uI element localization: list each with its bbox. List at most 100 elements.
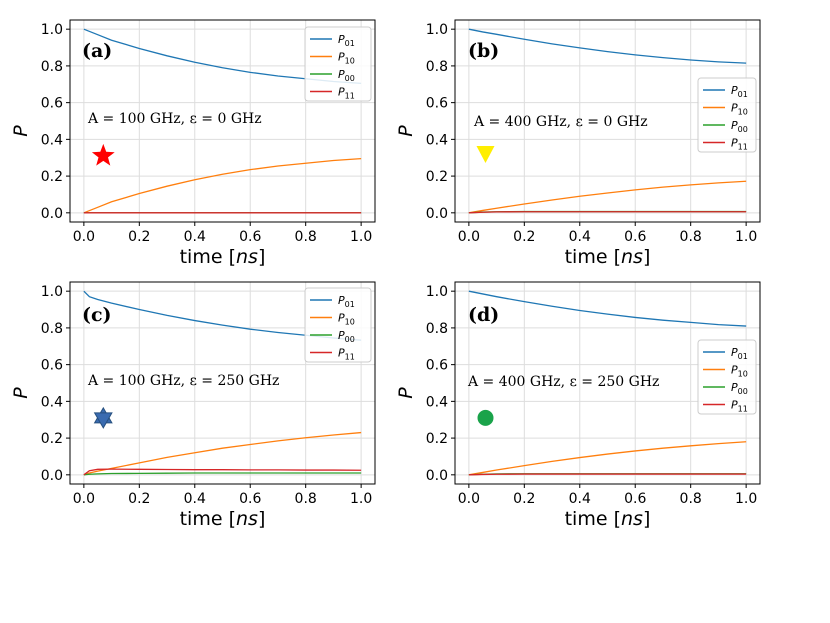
legend-box — [697, 77, 757, 153]
y-tick-label: 0.0 — [41, 206, 63, 222]
x-tick-label: 0.6 — [624, 491, 646, 507]
y-tick-label: 0.4 — [41, 394, 63, 410]
y-tick-label: 0.2 — [41, 431, 63, 447]
star-marker — [91, 143, 115, 166]
series-line-P10 — [468, 180, 747, 214]
x-tick-label: 0.0 — [458, 229, 480, 245]
legend: P01 P10 P00 P11 — [304, 287, 372, 363]
panel-d: 0.0 0.2 0.4 0.6 0.8 1.0 0.0 0.2 0.4 0.6 0.8 1.0 time… — [395, 281, 761, 530]
x-tick-label: 0.8 — [295, 491, 317, 507]
legend-box — [697, 339, 757, 415]
y-axis-label: P — [395, 387, 417, 399]
x-axis-label: time [ns] — [180, 246, 266, 268]
legend-label-P00: P00 — [338, 68, 355, 83]
legend-label-P00: P00 — [731, 119, 748, 134]
y-tick-label: 0.0 — [426, 206, 448, 222]
y-tick-label: 0.2 — [426, 169, 448, 185]
x-tick-label: 0.0 — [458, 491, 480, 507]
axes-frame — [454, 281, 761, 485]
x-axis-label: time [ns] — [565, 508, 651, 530]
x-tick-label: 0.2 — [513, 229, 535, 245]
parameter-annotation: A = 400 GHz, ε = 250 GHz — [467, 374, 659, 390]
series-group — [468, 28, 747, 214]
legend-label-P11: P11 — [338, 86, 355, 101]
y-tick-label: 0.6 — [426, 358, 448, 374]
panel-label: (c) — [82, 304, 112, 326]
y-tick-label: 0.4 — [41, 132, 63, 148]
x-tick-label: 0.4 — [184, 491, 206, 507]
triangle-marker — [476, 146, 495, 164]
legend-label-P10: P10 — [338, 51, 355, 66]
x-tick-label: 0.4 — [569, 229, 591, 245]
x-tick-label: 1.0 — [350, 491, 372, 507]
x-tick-label: 0.0 — [73, 229, 95, 245]
panel-c: 0.0 0.2 0.4 0.6 0.8 1.0 0.0 0.2 0.4 0.6 0.8 1.0 time… — [10, 281, 376, 530]
y-tick-label: 0.2 — [426, 431, 448, 447]
x-tick-label: 0.2 — [128, 491, 150, 507]
y-tick-label: 0.0 — [41, 468, 63, 484]
legend-label-P00: P00 — [731, 381, 748, 396]
circle-marker — [477, 409, 494, 426]
x-tick-label: 0.2 — [513, 491, 535, 507]
parameter-annotation: A = 100 GHz, ε = 0 GHz — [87, 111, 262, 127]
legend: P01 P10 P00 P11 — [697, 339, 757, 415]
legend-label-P00: P00 — [338, 329, 355, 344]
y-tick-label: 1.0 — [41, 284, 63, 300]
series-line-P10 — [83, 158, 362, 214]
legend-label-P11: P11 — [731, 399, 748, 414]
axes-frame — [69, 19, 376, 223]
y-tick-label: 0.4 — [426, 394, 448, 410]
y-axis-label: P — [395, 125, 417, 137]
series-line-P01 — [468, 290, 747, 327]
series-group — [468, 290, 747, 476]
y-tick-label: 0.8 — [426, 59, 448, 75]
legend-label-P10: P10 — [338, 312, 355, 327]
y-tick-label: 0.6 — [41, 96, 63, 112]
y-tick-label: 0.0 — [426, 468, 448, 484]
legend-label-P01: P01 — [338, 294, 355, 309]
parameter-annotation: A = 400 GHz, ε = 0 GHz — [473, 114, 648, 130]
series-line-P11 — [468, 473, 747, 476]
y-tick-label: 0.8 — [426, 321, 448, 337]
y-tick-label: 0.4 — [426, 132, 448, 148]
x-tick-label: 1.0 — [735, 491, 757, 507]
legend-label-P11: P11 — [338, 347, 355, 362]
legend-label-P01: P01 — [731, 346, 748, 361]
x-tick-label: 0.6 — [239, 229, 261, 245]
x-tick-label: 1.0 — [350, 229, 372, 245]
x-tick-label: 0.8 — [295, 229, 317, 245]
axes-frame — [69, 281, 376, 485]
legend-label-P01: P01 — [338, 33, 355, 48]
x-axis-label: time [ns] — [565, 246, 651, 268]
legend-label-P10: P10 — [731, 102, 748, 117]
series-line-P11 — [468, 211, 747, 214]
panel-a: 0.0 0.2 0.4 0.6 0.8 1.0 0.0 0.2 0.4 0.6 0.8 1.0 time… — [10, 19, 376, 268]
y-axis-label: P — [10, 387, 32, 399]
legend: P01 P10 P00 P11 — [697, 77, 757, 153]
x-axis-label: time [ns] — [180, 508, 266, 530]
legend-label-P01: P01 — [731, 84, 748, 99]
series-line-P11 — [83, 468, 362, 476]
parameter-annotation: A = 100 GHz, ε = 250 GHz — [87, 373, 279, 389]
legend-box — [304, 287, 372, 363]
x-tick-label: 0.0 — [73, 491, 95, 507]
y-tick-label: 0.6 — [41, 358, 63, 374]
legend-box — [304, 26, 372, 102]
series-line-P00 — [83, 472, 362, 476]
y-axis-label: P — [10, 125, 32, 137]
x-tick-label: 0.6 — [239, 491, 261, 507]
x-tick-label: 0.4 — [569, 491, 591, 507]
y-tick-label: 0.2 — [41, 169, 63, 185]
series-line-P10 — [83, 431, 362, 476]
y-tick-label: 1.0 — [426, 22, 448, 38]
x-tick-label: 0.8 — [680, 491, 702, 507]
legend: P01 P10 P00 P11 — [304, 26, 372, 102]
panel-label: (a) — [82, 40, 112, 62]
y-tick-label: 0.8 — [41, 59, 63, 75]
panel-label: (d) — [468, 304, 499, 326]
y-tick-label: 1.0 — [41, 22, 63, 38]
series-line-P10 — [468, 441, 747, 476]
y-tick-label: 0.8 — [41, 321, 63, 337]
panel-b: 0.0 0.2 0.4 0.6 0.8 1.0 0.0 0.2 0.4 0.6 0.8 1.0 time… — [395, 19, 761, 268]
